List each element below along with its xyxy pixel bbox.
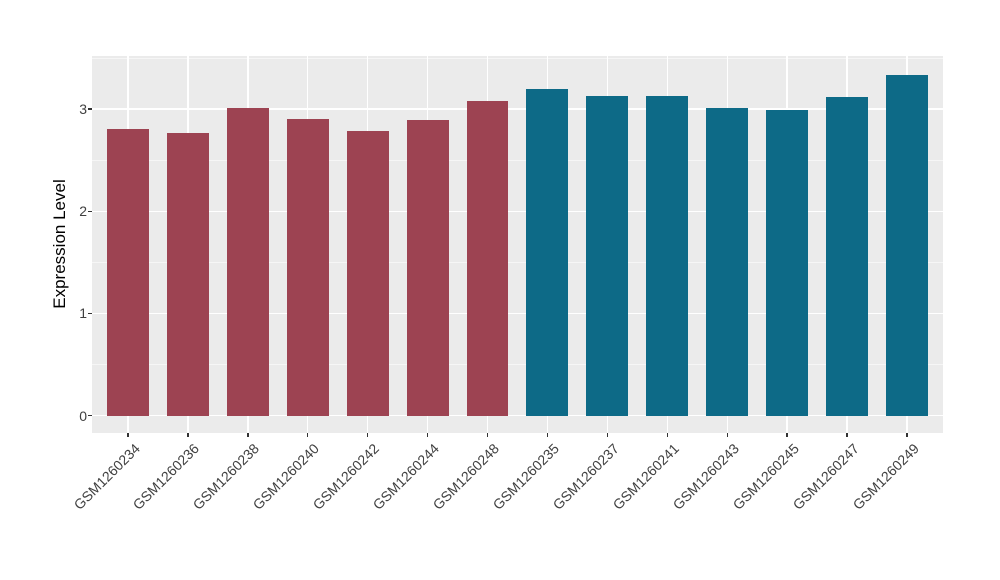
x-tick-mark xyxy=(846,433,848,437)
x-tick-mark xyxy=(486,433,489,437)
x-tick-mark xyxy=(726,433,728,437)
y-tick-label: 1 xyxy=(79,305,87,322)
bar xyxy=(766,110,809,416)
bar xyxy=(106,128,149,416)
x-tick-mark xyxy=(546,433,549,437)
x-tick-mark xyxy=(666,433,668,437)
x-tick-mark xyxy=(426,433,429,437)
gridline-major xyxy=(92,210,943,212)
bar xyxy=(526,88,569,416)
bar xyxy=(286,119,329,416)
y-axis-title: Expression Level xyxy=(50,179,69,309)
bar xyxy=(706,108,749,416)
plot-panel xyxy=(92,56,943,433)
bar xyxy=(586,95,629,416)
gridline-major xyxy=(92,108,943,110)
x-tick-mark xyxy=(187,433,189,437)
bar xyxy=(466,100,509,416)
bar xyxy=(346,130,389,416)
bar xyxy=(226,108,269,416)
bar xyxy=(646,95,689,416)
y-tick-label: 2 xyxy=(79,203,87,220)
bar xyxy=(886,75,928,416)
x-tick-mark xyxy=(786,433,788,437)
x-tick-mark xyxy=(127,433,129,437)
y-tick-mark xyxy=(87,414,92,417)
y-tick-mark xyxy=(87,108,92,110)
y-tick-mark xyxy=(87,210,92,212)
x-tick-mark xyxy=(307,433,309,437)
bar xyxy=(406,120,449,416)
bar xyxy=(826,96,869,416)
x-tick-mark xyxy=(906,433,908,437)
gridline-minor xyxy=(92,159,943,161)
gridline-major xyxy=(92,414,943,417)
x-tick-mark xyxy=(247,433,249,437)
gridline-minor xyxy=(92,57,943,59)
y-tick-mark xyxy=(87,312,92,315)
y-tick-label: 3 xyxy=(79,101,87,118)
y-tick-label: 0 xyxy=(79,407,87,424)
gridline-minor xyxy=(92,261,943,263)
gridline-major xyxy=(92,312,943,315)
gridline-minor xyxy=(92,364,943,366)
bar xyxy=(166,132,209,416)
x-tick-mark xyxy=(366,433,369,437)
x-tick-mark xyxy=(606,433,609,437)
